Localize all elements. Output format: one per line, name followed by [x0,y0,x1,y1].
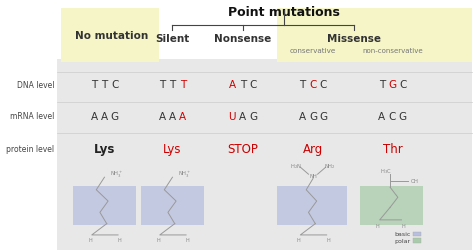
Text: H: H [117,238,121,242]
Text: A: A [169,111,176,121]
Text: H: H [185,238,189,242]
Text: basic: basic [394,232,410,236]
Text: H: H [156,238,160,242]
Text: A: A [179,111,186,121]
Text: C: C [310,80,317,90]
Text: A: A [299,111,306,121]
Text: G: G [399,111,407,121]
Text: A: A [101,111,108,121]
Text: Silent: Silent [155,34,190,44]
Text: G: G [319,111,328,121]
Text: C: C [320,80,327,90]
Text: Arg: Arg [303,142,323,155]
Text: Missense: Missense [327,34,381,44]
Text: A: A [239,111,246,121]
Text: C: C [399,80,407,90]
Text: C: C [249,80,257,90]
Text: mRNA level: mRNA level [10,112,55,121]
Text: $\mathregular{H_3C}$: $\mathregular{H_3C}$ [380,167,392,176]
Text: T: T [91,80,97,90]
Text: T: T [159,80,165,90]
Bar [360,186,423,225]
Bar [277,186,347,225]
Text: T: T [379,80,385,90]
Text: Thr: Thr [383,142,402,155]
Text: T: T [169,80,175,90]
Text: H: H [297,238,301,242]
Bar [61,9,159,62]
Text: polar: polar [394,238,410,243]
Text: G: G [388,80,396,90]
Bar [277,9,472,62]
Bar [413,232,421,236]
Text: A: A [91,111,98,121]
Text: T: T [300,80,306,90]
Text: H: H [327,238,330,242]
Text: Lys: Lys [94,142,115,155]
Text: H: H [401,223,405,228]
Text: Nonsense: Nonsense [214,34,272,44]
Text: A: A [378,111,385,121]
Text: OH: OH [410,179,419,184]
Text: H: H [376,223,380,228]
Bar [141,186,204,225]
Text: STOP: STOP [228,142,258,155]
Text: U: U [228,111,236,121]
Bar [57,60,472,250]
Text: No mutation: No mutation [74,31,148,41]
Text: NH: NH [309,174,317,179]
Text: Point mutations: Point mutations [228,6,339,19]
Text: conservative: conservative [290,48,336,54]
Bar [413,238,421,243]
Text: non-conservative: non-conservative [362,48,423,54]
Text: $\mathregular{NH_3^+}$: $\mathregular{NH_3^+}$ [110,168,123,179]
Text: G: G [249,111,257,121]
Text: $\mathregular{NH_2}$: $\mathregular{NH_2}$ [324,162,336,171]
Text: $\mathregular{NH_3^+}$: $\mathregular{NH_3^+}$ [178,168,191,179]
Text: A: A [158,111,165,121]
Text: T: T [240,80,246,90]
Text: A: A [229,80,236,90]
Bar [73,186,136,225]
Text: G: G [111,111,119,121]
Text: G: G [309,111,317,121]
Text: protein level: protein level [7,144,55,153]
Text: $\mathregular{H_2N}$: $\mathregular{H_2N}$ [290,162,302,171]
Text: C: C [111,80,118,90]
Text: T: T [180,80,186,90]
Text: C: C [389,111,396,121]
Text: T: T [101,80,108,90]
Text: H: H [88,238,92,242]
Text: Lys: Lys [163,142,182,155]
Text: DNA level: DNA level [17,80,55,90]
